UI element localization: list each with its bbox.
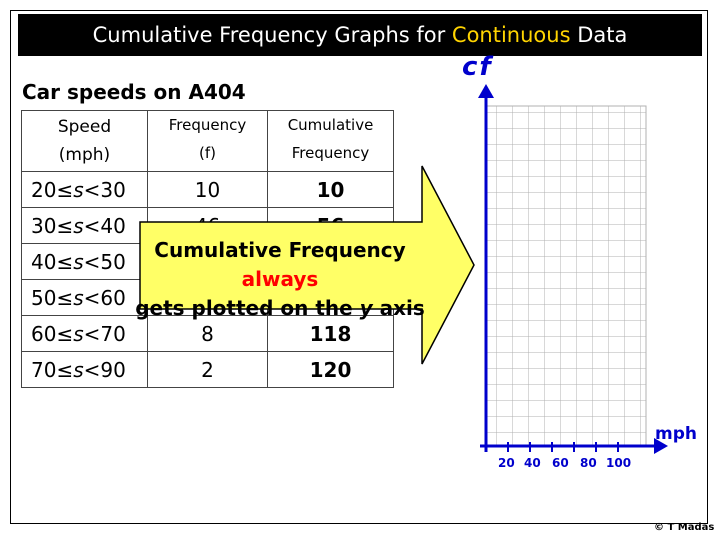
table-row: 60≤s<70 8 118 bbox=[21, 315, 394, 352]
speed-cell: 20≤s<30 bbox=[21, 171, 148, 208]
table-row: 20≤s<30 10 10 bbox=[21, 171, 394, 208]
cumulative-cell: 120 bbox=[267, 351, 394, 388]
frequency-cell: 10 bbox=[147, 171, 268, 208]
title-highlight: Continuous bbox=[451, 23, 571, 47]
speed-cell: 60≤s<70 bbox=[21, 315, 148, 352]
speed-cell: 70≤s<90 bbox=[21, 351, 148, 388]
header-frequency: Frequency (f) bbox=[147, 110, 268, 172]
arrow-line-3: gets plotted on the y axis bbox=[135, 296, 425, 320]
title-prefix: Cumulative Frequency Graphs for bbox=[92, 23, 452, 47]
arrow-callout: Cumulative Frequency always gets plotted… bbox=[130, 236, 430, 323]
x-axis-arrowhead bbox=[654, 438, 668, 454]
x-tick-label: 20 bbox=[498, 456, 515, 470]
header-cumulative: Cumulative Frequency bbox=[267, 110, 394, 172]
x-tick-label: 40 bbox=[524, 456, 541, 470]
y-axis-arrowhead bbox=[478, 84, 494, 98]
speed-cell: 30≤s<40 bbox=[21, 207, 148, 244]
copyright: © T Madas bbox=[654, 522, 715, 533]
slide-frame bbox=[10, 10, 708, 524]
slide-title: Cumulative Frequency Graphs for Continuo… bbox=[18, 14, 702, 56]
frequency-cell: 8 bbox=[147, 315, 268, 352]
x-tick-label: 100 bbox=[606, 456, 632, 470]
cumulative-cell: 118 bbox=[267, 315, 394, 352]
graph-grid bbox=[485, 105, 647, 447]
info-arrow bbox=[139, 165, 475, 365]
y-axis-label: cf bbox=[462, 52, 493, 82]
x-tick-label: 80 bbox=[580, 456, 597, 470]
title-suffix: Data bbox=[570, 23, 628, 47]
x-tick-label: 60 bbox=[552, 456, 569, 470]
arrow-line-2: always bbox=[241, 267, 319, 291]
x-axis-label: mph bbox=[655, 424, 697, 444]
cumulative-cell: 10 bbox=[267, 171, 394, 208]
arrow-line-1: Cumulative Frequency bbox=[154, 238, 406, 262]
header-speed: Speed (mph) bbox=[21, 110, 148, 172]
subtitle: Car speeds on A404 bbox=[22, 80, 246, 104]
table-header-row: Speed (mph) Frequency (f) Cumulative Freque… bbox=[21, 110, 394, 172]
x-tick-marks bbox=[507, 442, 619, 452]
frequency-cell: 2 bbox=[147, 351, 268, 388]
table-row: 70≤s<90 2 120 bbox=[21, 351, 394, 388]
